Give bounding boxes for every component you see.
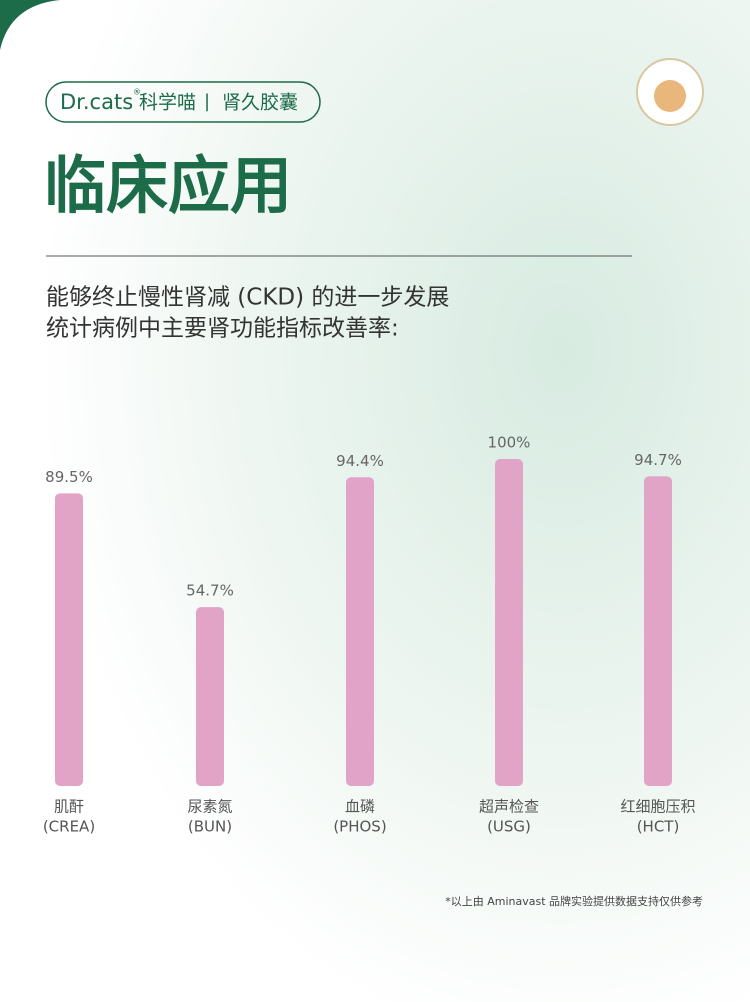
subtitle: 能够终止慢性肾减 (CKD) 的进一步发展 bbox=[46, 285, 449, 311]
bar bbox=[346, 477, 374, 786]
separator: | bbox=[204, 91, 210, 112]
bar bbox=[495, 459, 523, 786]
category-code: (PHOS) bbox=[333, 818, 386, 836]
product: 肾久胶囊 bbox=[222, 92, 298, 114]
bar bbox=[55, 493, 83, 786]
corner-decoration bbox=[0, 0, 60, 50]
category-code: (USG) bbox=[487, 818, 531, 836]
category-code: (HCT) bbox=[637, 818, 680, 836]
category-label: 红细胞压积 bbox=[620, 798, 695, 816]
subtitle: 统计病例中主要肾功能指标改善率: bbox=[46, 316, 399, 342]
value-label: 54.7% bbox=[186, 582, 234, 600]
value-label: 94.4% bbox=[336, 452, 384, 470]
title: 临床应用 bbox=[44, 149, 292, 222]
brand-cn: 科学喵 bbox=[139, 92, 196, 114]
brand: Dr.cats bbox=[60, 90, 133, 114]
logo-cat bbox=[654, 80, 686, 112]
category-label: 尿素氮 bbox=[187, 798, 232, 816]
value-label: 89.5% bbox=[45, 468, 93, 486]
bar bbox=[644, 476, 672, 786]
category-label: 超声检查 bbox=[479, 798, 539, 816]
brand-pill bbox=[45, 81, 321, 123]
footnote: *以上由 Aminavast 品牌实验提供数据支持仅供参考 bbox=[445, 894, 703, 908]
value-label: 94.7% bbox=[634, 451, 682, 469]
category-code: (BUN) bbox=[188, 818, 232, 836]
category-label: 肌酐 bbox=[54, 798, 84, 816]
bar bbox=[196, 607, 224, 786]
category-label: 血磷 bbox=[345, 798, 375, 816]
brand-mark: ® bbox=[133, 88, 141, 97]
category-code: (CREA) bbox=[43, 818, 95, 836]
value-label: 100% bbox=[488, 434, 531, 452]
